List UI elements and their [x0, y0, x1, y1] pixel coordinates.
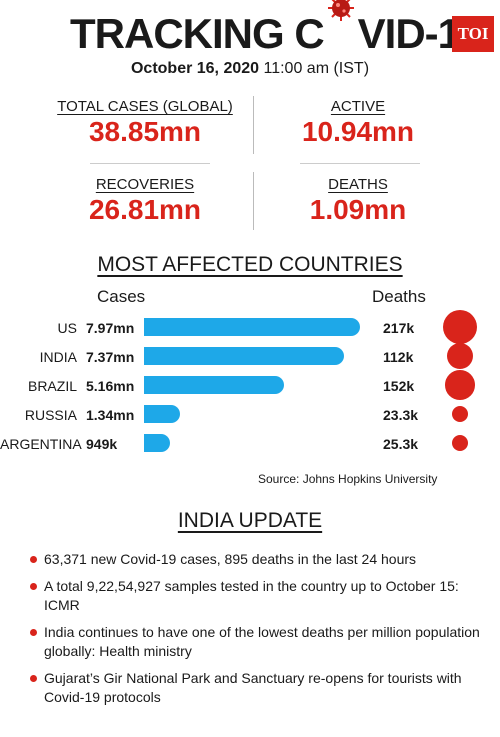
page-title: TRACKING C VID-19 — [70, 0, 483, 58]
deaths-bubble — [451, 434, 469, 452]
cases-bar — [144, 405, 181, 423]
deaths-value-label: 217k — [383, 320, 415, 336]
country-label: RUSSIA — [24, 407, 77, 423]
divider-vertical-top — [253, 96, 254, 154]
virus-icon — [324, 0, 358, 48]
india-update-title: INDIA UPDATE — [177, 509, 323, 532]
country-label: INDIA — [39, 349, 77, 365]
update-text: 63,371 new Covid-19 cases, 895 deaths in… — [44, 551, 417, 567]
cases-bar — [144, 376, 284, 394]
cases-bar — [144, 434, 170, 452]
bullet-icon — [30, 675, 37, 682]
divider-left — [90, 163, 210, 164]
timestamp: October 16, 2020 11:00 am (IST) — [0, 60, 500, 78]
chart-title: MOST AFFECTED COUNTRIES — [97, 253, 403, 276]
deaths-bubble — [451, 405, 469, 423]
update-text: A total 9,22,54,927 samples tested in th… — [44, 578, 459, 613]
update-item: 63,371 new Covid-19 cases, 895 deaths in… — [30, 550, 485, 569]
cases-value-label: 7.37mn — [86, 349, 135, 365]
deaths-header: Deaths — [372, 287, 426, 306]
cases-header: Cases — [97, 287, 146, 306]
deaths-value-label: 152k — [383, 378, 415, 394]
time-text: 11:00 am (IST) — [263, 60, 370, 77]
date-text: October 16, 2020 — [130, 60, 260, 77]
bullet-icon — [30, 629, 37, 636]
deaths-value-label: 25.3k — [383, 436, 419, 452]
update-text: Gujarat’s Gir National Park and Sanctuar… — [44, 670, 462, 705]
active-label: ACTIVE — [330, 98, 386, 115]
active-value: 10.94mn — [301, 116, 415, 147]
cases-value-label: 5.16mn — [86, 378, 135, 394]
toi-logo: TOI — [452, 16, 494, 52]
total-cases-value: 38.85mn — [88, 116, 202, 147]
country-label: BRAZIL — [27, 378, 77, 394]
cases-bar — [144, 318, 360, 336]
recoveries-label: RECOVERIES — [95, 176, 195, 193]
recoveries-value: 26.81mn — [88, 194, 202, 225]
update-item: A total 9,22,54,927 samples tested in th… — [30, 577, 485, 615]
deaths-value: 1.09mn — [309, 194, 407, 225]
country-label: ARGENTINA — [0, 436, 82, 452]
deaths-bubble — [443, 310, 477, 344]
india-update-list: 63,371 new Covid-19 cases, 895 deaths in… — [30, 550, 485, 715]
deaths-value-label: 112k — [383, 349, 414, 365]
divider-right — [300, 163, 420, 164]
title-text-part1: TRACKING C — [70, 10, 325, 57]
cases-bar — [144, 347, 344, 365]
update-item: India continues to have one of the lowes… — [30, 623, 485, 661]
country-label: US — [57, 320, 77, 336]
deaths-value-label: 23.3k — [383, 407, 419, 423]
cases-value-label: 7.97mn — [86, 320, 135, 336]
deaths-label: DEATHS — [328, 176, 388, 193]
cases-value-label: 1.34mn — [86, 407, 135, 423]
update-text: India continues to have one of the lowes… — [44, 624, 480, 659]
divider-vertical-bottom — [253, 172, 254, 230]
update-item: Gujarat’s Gir National Park and Sanctuar… — [30, 669, 485, 707]
deaths-bubble — [445, 370, 475, 400]
bullet-icon — [30, 583, 37, 590]
cases-value-label: 949k — [86, 436, 118, 452]
bullet-icon — [30, 556, 37, 563]
source-note: Source: Johns Hopkins University — [258, 472, 438, 486]
total-cases-label: TOTAL CASES (GLOBAL) — [57, 98, 233, 115]
deaths-bubble — [446, 342, 474, 370]
